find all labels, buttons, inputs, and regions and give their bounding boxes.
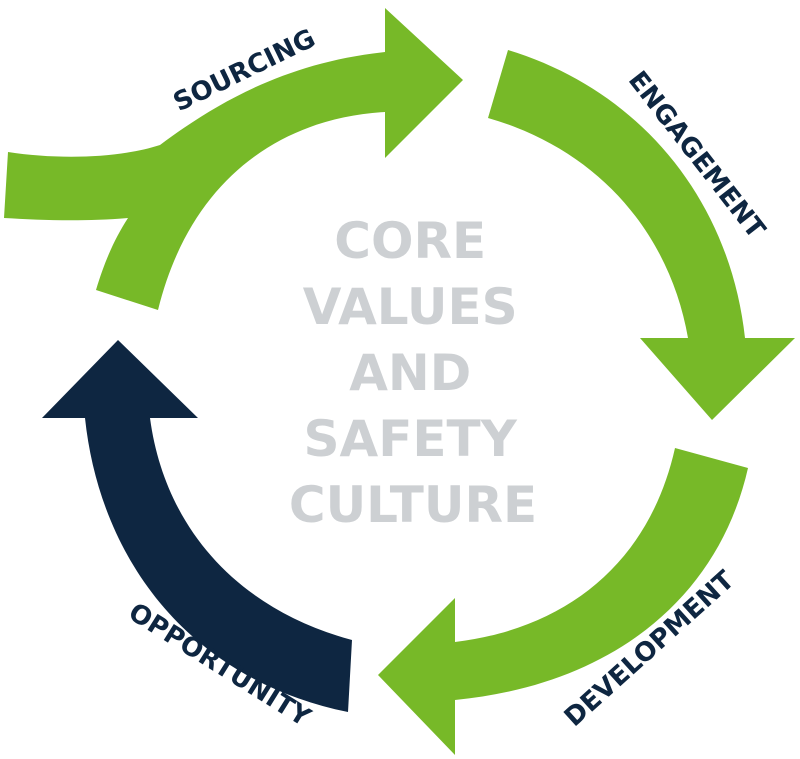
center-line-2: VALUES [303, 278, 518, 336]
center-title: CORE VALUES AND SAFETY CULTURE [289, 212, 537, 534]
opportunity-arrow [42, 340, 352, 712]
center-line-5: CULTURE [289, 476, 537, 534]
sourcing-arrow [4, 8, 463, 310]
center-line-4: SAFETY [304, 410, 518, 468]
center-line-3: AND [349, 344, 471, 402]
center-line-1: CORE [334, 212, 486, 270]
engagement-arrow [488, 50, 795, 420]
development-arrow [378, 448, 748, 755]
